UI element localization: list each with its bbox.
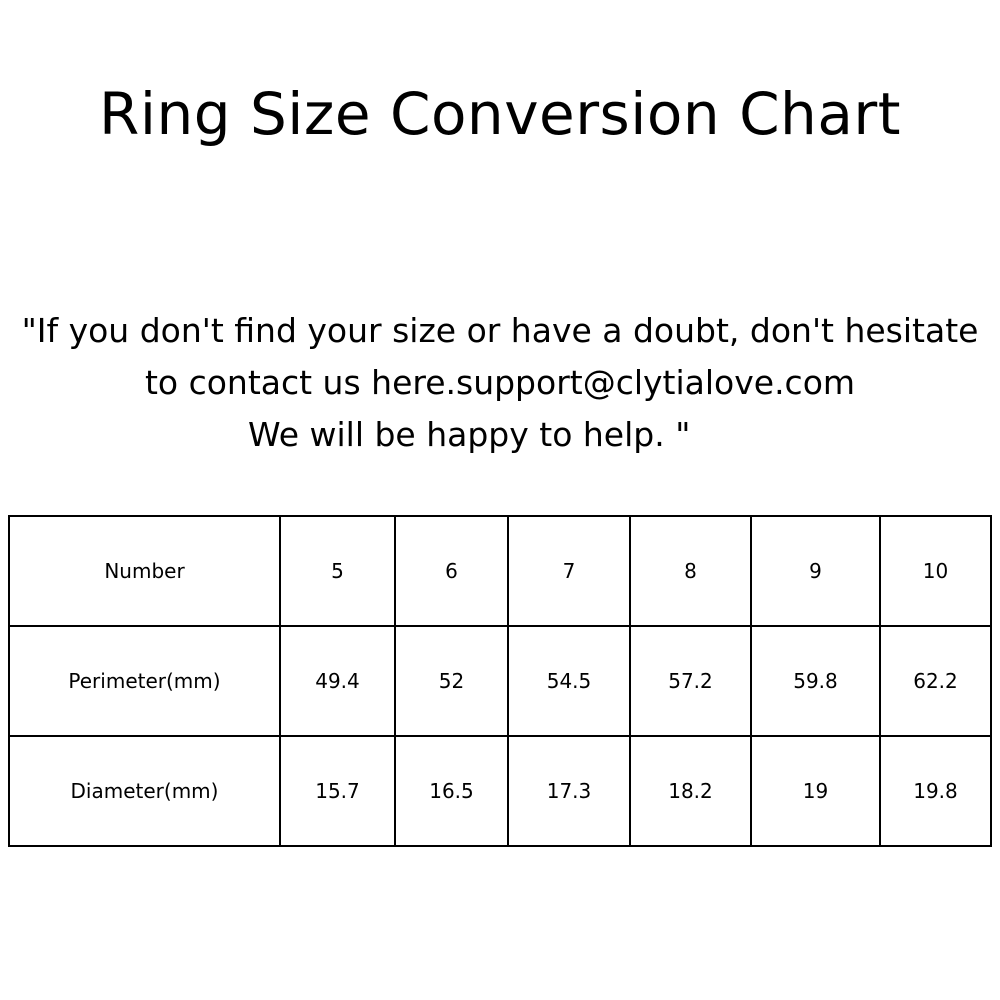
table-cell: 16.5 [394, 735, 509, 847]
table-cell: 54.5 [507, 625, 631, 737]
row-header-cell: Number [8, 515, 281, 627]
table-cell: 49.4 [279, 625, 396, 737]
row-header-cell: Diameter(mm) [8, 735, 281, 847]
table-cell: 8 [629, 515, 752, 627]
table-cell: 7 [507, 515, 631, 627]
note-line-1: "If you don't find your size or have a d… [21, 311, 979, 350]
note-line-3: We will be happy to help. " [248, 415, 691, 454]
table-cell: 59.8 [750, 625, 881, 737]
table-cell: 6 [394, 515, 509, 627]
table-cell: 52 [394, 625, 509, 737]
table-cell: 19 [750, 735, 881, 847]
row-number: Number 5 6 7 8 9 10 [8, 515, 992, 627]
table-cell: 19.8 [879, 735, 992, 847]
row-header-cell: Perimeter(mm) [8, 625, 281, 737]
table-cell: 5 [279, 515, 396, 627]
table-cell: 15.7 [279, 735, 396, 847]
note-line-2: to contact us here.support@clytialove.co… [144, 363, 856, 402]
table-cell: 18.2 [629, 735, 752, 847]
ring-size-table: Number 5 6 7 8 9 10 Perimeter(mm) 49.4 52 54.5 57.2… [8, 515, 992, 847]
contact-note: "If you don't find your size or have a d… [0, 305, 1000, 461]
row-diameter: Diameter(mm) 15.7 16.5 17.3 18.2 19 19.8 [8, 735, 992, 847]
table-cell: 9 [750, 515, 881, 627]
table-cell: 62.2 [879, 625, 992, 737]
row-perimeter: Perimeter(mm) 49.4 52 54.5 57.2 59.8 62.2 [8, 625, 992, 737]
page-title: Ring Size Conversion Chart [99, 80, 901, 148]
table-cell: 57.2 [629, 625, 752, 737]
table-cell: 17.3 [507, 735, 631, 847]
table-cell: 10 [879, 515, 992, 627]
